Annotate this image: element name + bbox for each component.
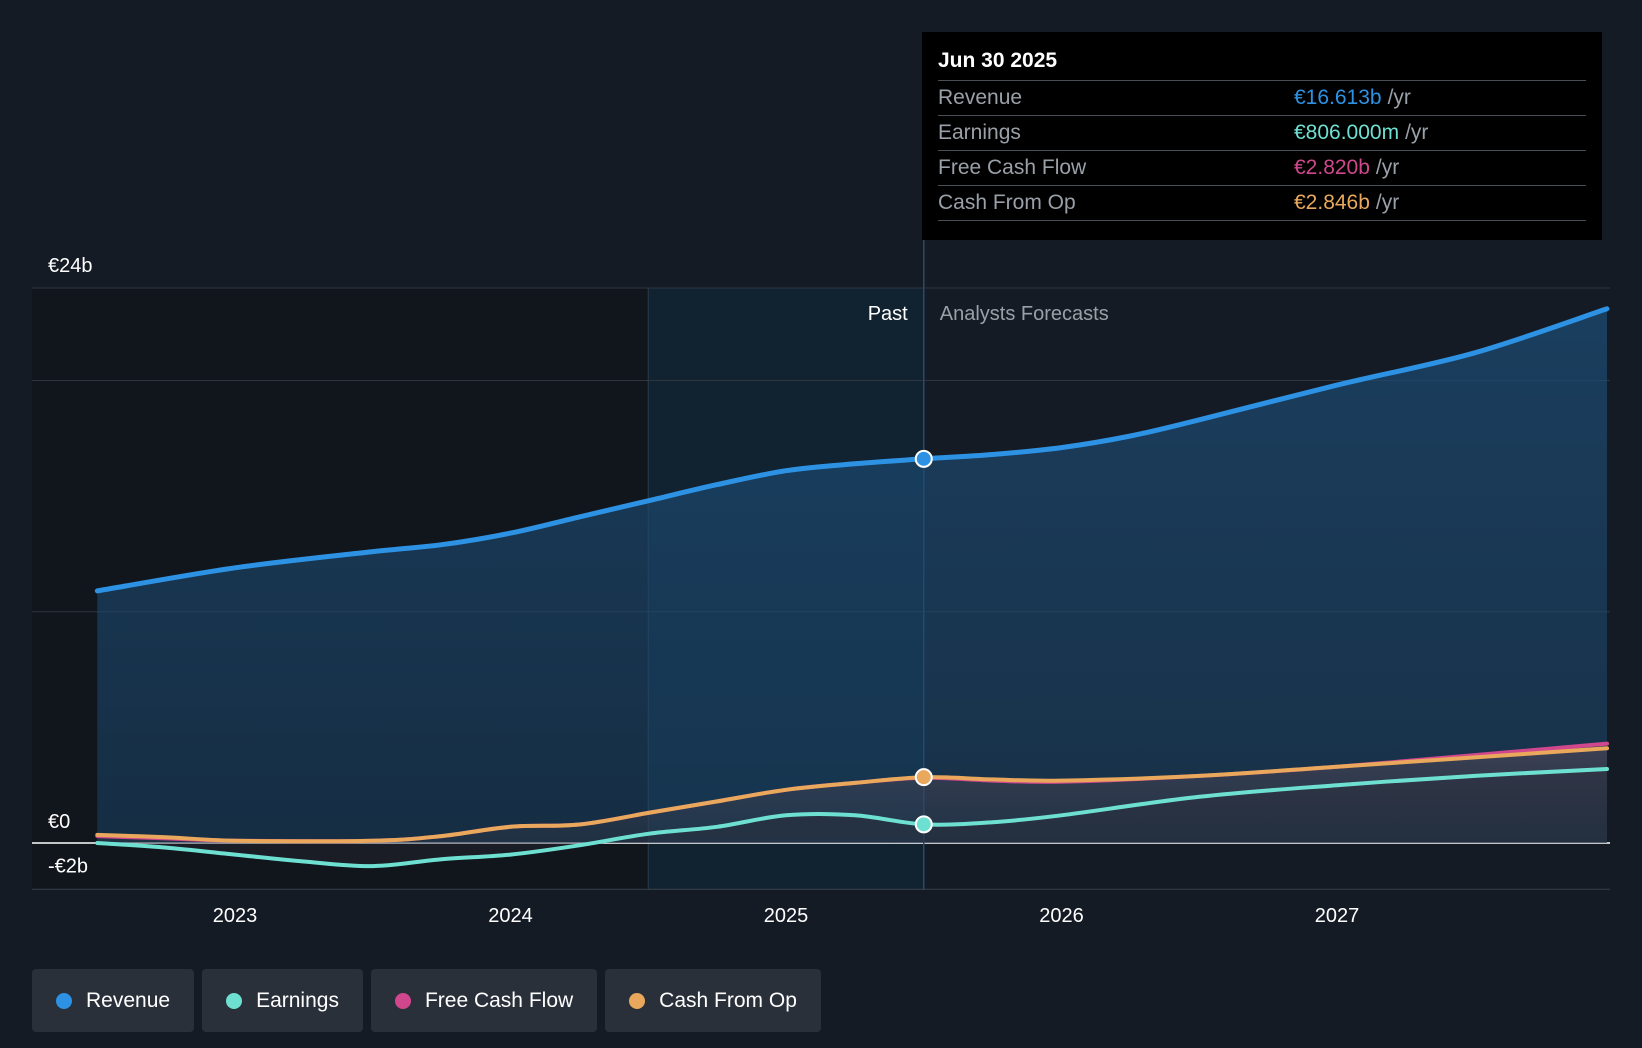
x-tick-label: 2026 xyxy=(1039,905,1084,927)
past-label: Past xyxy=(868,303,908,325)
legend-label: Cash From Op xyxy=(659,988,797,1012)
tooltip-name: Cash From Op xyxy=(938,191,1076,214)
earnings-marker xyxy=(914,815,933,834)
x-tick-label: 2025 xyxy=(764,905,809,927)
tooltip-row-revenue: Revenue €16.613b /yr xyxy=(938,81,1586,116)
revenue-line xyxy=(94,306,1610,594)
y-axis-min-label: -€2b xyxy=(48,855,88,877)
x-tick-label: 2023 xyxy=(213,905,258,927)
tooltip-row-cash-from-op: Cash From Op €2.846b /yr xyxy=(938,186,1586,221)
tooltip: Jun 30 2025 Revenue €16.613b /yr Earning… xyxy=(922,32,1602,240)
tooltip-unit: /yr xyxy=(1375,156,1400,179)
legend: Revenue Earnings Free Cash Flow Cash Fro… xyxy=(32,969,821,1032)
tooltip-name: Revenue xyxy=(938,86,1023,109)
legend-item-free-cash-flow[interactable]: Free Cash Flow xyxy=(370,969,598,1032)
earnings-area xyxy=(97,769,1607,867)
tooltip-name: Free Cash Flow xyxy=(938,156,1087,179)
tooltip-value: €2.820b xyxy=(1294,156,1370,179)
cash-from-op-dot-icon xyxy=(629,992,646,1009)
earnings-dot-icon xyxy=(226,992,243,1009)
legend-label: Free Cash Flow xyxy=(424,988,574,1012)
revenue-dot-icon xyxy=(56,992,72,1009)
tooltip-name: Earnings xyxy=(938,121,1021,144)
earnings-line xyxy=(95,767,1609,869)
forecast-label: Analysts Forecasts xyxy=(940,303,1109,325)
y-axis-max-label: €24b xyxy=(48,255,93,277)
tooltip-value: €806.000m xyxy=(1294,121,1400,144)
tooltip-date: Jun 30 2025 xyxy=(938,46,1586,81)
tooltip-value: €16.613b xyxy=(1294,86,1382,109)
cash-from-op-area xyxy=(97,748,1607,843)
cash-from-op-marker xyxy=(914,768,933,787)
y-axis-zero-label: €0 xyxy=(48,811,70,833)
tooltip-row-earnings: Earnings €806.000m /yr xyxy=(938,116,1586,151)
free-cash-flow-dot-icon xyxy=(394,992,411,1009)
legend-item-revenue[interactable]: Revenue xyxy=(32,969,195,1032)
tooltip-unit: /yr xyxy=(1375,191,1400,214)
revenue-marker xyxy=(914,449,933,468)
legend-item-earnings[interactable]: Earnings xyxy=(202,969,363,1032)
tooltip-unit: /yr xyxy=(1387,86,1411,109)
legend-item-cash-from-op[interactable]: Cash From Op xyxy=(605,969,821,1032)
tooltip-value: €2.846b xyxy=(1294,191,1370,214)
legend-label: Earnings xyxy=(256,988,339,1012)
revenue-area xyxy=(97,308,1607,843)
cash-from-op-line xyxy=(95,746,1609,844)
tooltip-row-free-cash-flow: Free Cash Flow €2.820b /yr xyxy=(938,151,1586,186)
x-tick-label: 2024 xyxy=(488,905,533,927)
legend-label: Revenue xyxy=(86,988,171,1012)
x-tick-label: 2027 xyxy=(1315,905,1360,927)
tooltip-unit: /yr xyxy=(1405,121,1429,144)
